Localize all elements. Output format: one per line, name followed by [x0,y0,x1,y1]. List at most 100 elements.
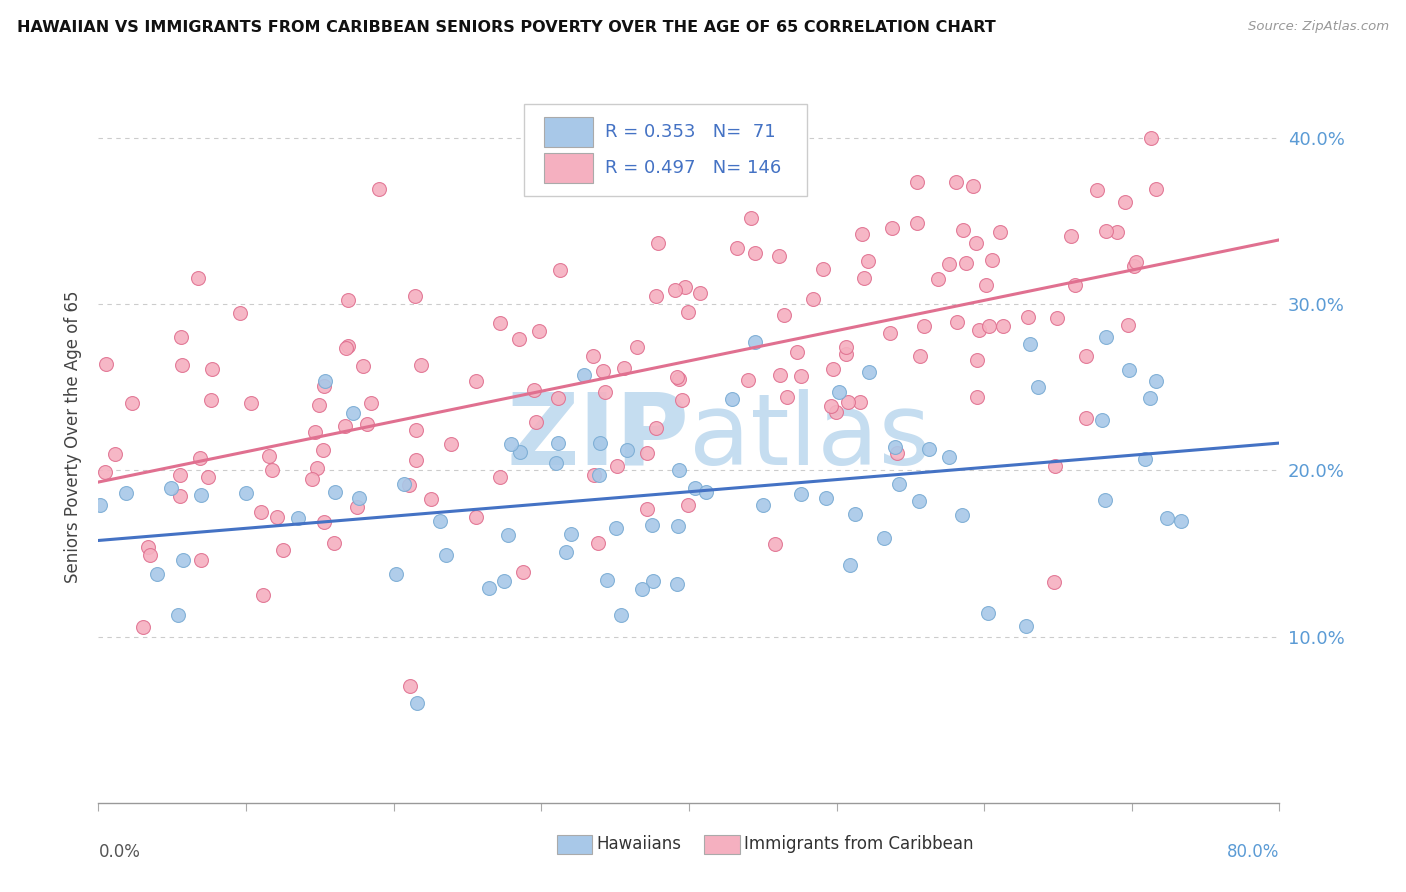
Point [905,216,928,230]
Point [139,548,162,562]
Point [966,353,988,368]
Point [1060,228,1083,243]
Point [974,278,997,293]
Point [644,421,666,435]
FancyBboxPatch shape [544,153,593,183]
Point [405,423,427,437]
Point [172,553,194,567]
Point [666,369,689,384]
Point [790,369,813,384]
Point [197,470,219,484]
Point [835,347,858,361]
Point [169,468,191,483]
Point [582,350,605,364]
Point [169,489,191,503]
Point [946,315,969,329]
Point [588,468,610,483]
Point [950,508,973,522]
Point [464,374,486,388]
FancyBboxPatch shape [557,835,592,854]
Point [398,478,420,492]
Point [323,485,346,500]
Point [555,545,578,559]
Point [851,227,873,241]
Point [229,306,252,320]
Point [905,175,928,189]
Point [993,318,1015,333]
Point [671,392,693,407]
Point [645,289,668,303]
Point [1144,374,1167,388]
Point [488,316,510,330]
Point [636,446,658,460]
Point [190,552,212,566]
Point [257,449,280,463]
Point [1144,181,1167,195]
Text: HAWAIIAN VS IMMIGRANTS FROM CARIBBEAN SENIORS POVERTY OVER THE AGE OF 65 CORRELA: HAWAIIAN VS IMMIGRANTS FROM CARIBBEAN SE… [17,20,995,35]
Text: R = 0.353   N=  71: R = 0.353 N= 71 [605,123,776,141]
Point [725,240,748,254]
Point [1140,131,1163,145]
Point [411,359,433,373]
Point [666,518,689,533]
Point [498,528,520,542]
Point [250,505,273,519]
Point [547,436,569,450]
Point [844,507,866,521]
Point [977,318,1000,333]
Point [776,390,799,404]
Point [429,514,451,528]
Point [314,374,336,388]
Point [630,582,652,596]
Point [434,549,457,563]
Point [589,436,612,450]
Point [440,437,463,451]
Point [1122,260,1144,274]
Point [1116,318,1139,333]
Point [744,335,766,350]
Point [889,477,911,491]
Point [523,383,546,397]
Point [464,510,486,524]
Point [927,272,949,286]
Point [1114,195,1136,210]
Point [337,293,360,308]
Point [94,357,117,371]
Point [1094,330,1116,344]
Point [1091,413,1114,427]
Point [593,384,616,399]
Point [392,477,415,491]
Point [1063,278,1085,293]
Point [1133,451,1156,466]
Point [689,285,711,300]
Point [337,338,360,352]
Point [858,364,880,378]
Point [737,373,759,387]
Point [360,395,382,409]
Point [146,567,169,582]
Point [945,176,967,190]
Point [1094,224,1116,238]
Point [683,481,706,495]
Point [988,225,1011,239]
Point [605,521,627,535]
FancyBboxPatch shape [704,835,740,854]
Point [848,395,870,409]
Point [647,236,669,251]
Point [89,498,111,512]
Point [1094,493,1116,508]
Point [167,607,190,622]
Point [721,392,744,406]
Point [744,246,766,260]
Point [252,588,274,602]
Point [668,372,690,386]
Point [384,566,406,581]
Point [1074,349,1097,363]
Point [740,211,762,225]
Point [544,456,567,470]
Point [529,324,551,338]
Point [305,461,328,475]
Y-axis label: Seniors Poverty Over the Age of 65: Seniors Poverty Over the Age of 65 [63,291,82,583]
Point [201,362,224,376]
Point [1043,458,1066,473]
